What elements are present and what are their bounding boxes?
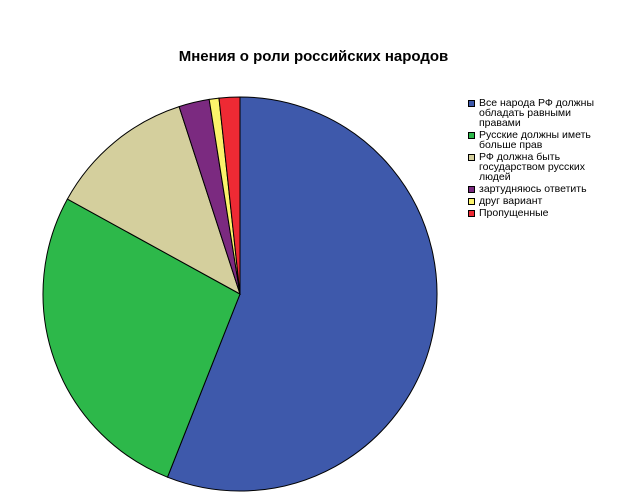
legend-label: друг вариант: [479, 195, 543, 207]
legend-item-6: Пропущенные: [468, 208, 618, 218]
pie-slice-6: [218, 96, 241, 295]
legend-item-4: зартудняюсь ответить: [468, 184, 618, 194]
pie-slice-2: [42, 198, 241, 478]
legend-label: РФ должна быть государством русских люде…: [479, 151, 585, 183]
legend-label: Пропущенные: [479, 207, 549, 219]
legend-swatch: [468, 100, 475, 107]
legend-swatch: [468, 198, 475, 205]
pie-slice-3: [66, 106, 241, 296]
legend-swatch: [468, 154, 475, 161]
pie-slice-1: [166, 96, 438, 492]
chart-title: Мнения о роли российских народов: [178, 48, 449, 65]
legend-swatch: [468, 210, 475, 217]
legend-swatch: [468, 186, 475, 193]
legend-label: Русские должны иметь больше прав: [479, 129, 591, 151]
legend-swatch: [468, 132, 475, 139]
legend-label: зартудняюсь ответить: [479, 183, 587, 195]
legend-item-5: друг вариант: [468, 196, 618, 206]
legend-item-1: Все народа РФ должны обладать равными пр…: [468, 98, 618, 128]
legend-label: Все народа РФ должны обладать равными пр…: [479, 97, 594, 129]
legend-item-2: Русские должны иметь больше прав: [468, 130, 618, 150]
legend-item-3: РФ должна быть государством русских люде…: [468, 152, 618, 182]
legend: Все народа РФ должны обладать равными пр…: [468, 98, 618, 220]
